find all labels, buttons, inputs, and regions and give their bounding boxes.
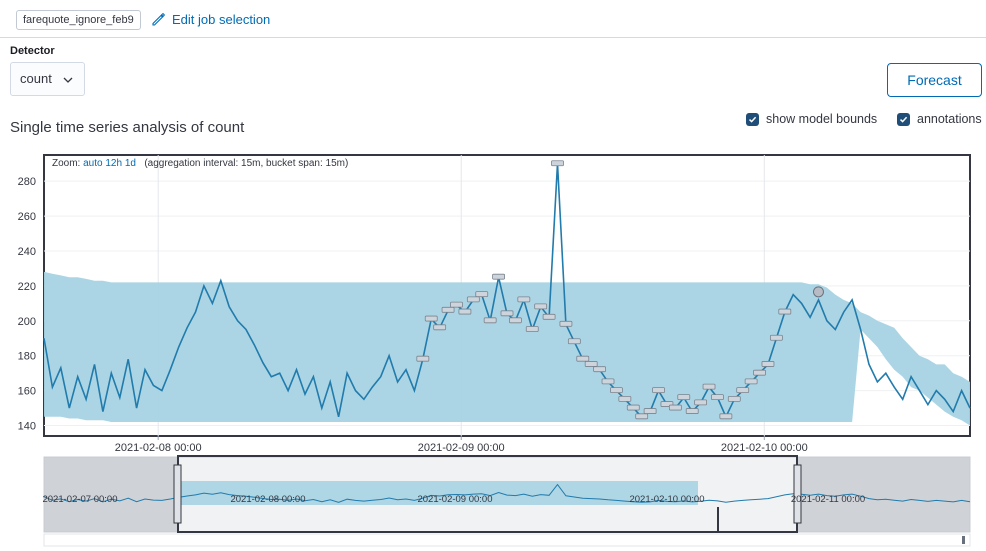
- annotation-marker[interactable]: [744, 378, 758, 385]
- zoom-option-1d[interactable]: 1d: [124, 158, 136, 169]
- anomaly-marker[interactable]: [812, 286, 824, 298]
- annotation-marker[interactable]: [635, 413, 649, 420]
- annotation-marker[interactable]: [761, 361, 775, 367]
- annotation-marker[interactable]: [483, 317, 497, 324]
- annotation-marker[interactable]: [433, 324, 447, 331]
- y-tick-label: 180: [18, 351, 36, 363]
- edit-job-selection-link[interactable]: Edit job selection: [150, 11, 270, 27]
- context-series-line: [43, 483, 971, 503]
- annotation-marker[interactable]: [610, 387, 623, 394]
- annotation-marker[interactable]: [475, 291, 489, 298]
- annotation-marker[interactable]: [727, 395, 741, 402]
- show-model-bounds-label: show model bounds: [766, 112, 878, 126]
- context-tick-label: 2021-02-11 00:00: [791, 494, 865, 505]
- annotation-marker[interactable]: [542, 313, 556, 320]
- annotation-marker[interactable]: [567, 338, 581, 345]
- pencil-icon: [152, 13, 165, 26]
- annotation-marker[interactable]: [584, 361, 598, 367]
- annotations-checkbox[interactable]: annotations: [897, 112, 982, 126]
- annotation-marker[interactable]: [517, 296, 531, 303]
- annotation-marker[interactable]: [576, 355, 590, 362]
- model-bounds-area: [44, 271, 970, 426]
- zoom-label: Zoom:: [52, 158, 81, 169]
- annotation-marker[interactable]: [778, 308, 792, 315]
- annotation-marker[interactable]: [593, 366, 606, 373]
- job-id-badge: farequote_ignore_feb9: [16, 10, 141, 30]
- annotation-marker[interactable]: [441, 306, 455, 313]
- annotation-marker[interactable]: [534, 303, 548, 310]
- detector-value: count: [20, 71, 52, 86]
- annotation-marker[interactable]: [626, 404, 640, 411]
- annotation-marker[interactable]: [509, 317, 522, 324]
- annotation-marker[interactable]: [685, 408, 699, 414]
- annotation-marker[interactable]: [601, 378, 615, 385]
- forecast-button[interactable]: Forecast: [887, 63, 982, 97]
- annotation-marker[interactable]: [416, 355, 430, 362]
- context-tick-label: 2021-02-10 00:00: [629, 494, 704, 505]
- y-tick-label: 200: [18, 316, 36, 328]
- checkbox-checked-icon: [746, 112, 759, 126]
- single-metric-chart[interactable]: 140 160 180 200 220 240 260 280 2021-02-08 00:00…: [0, 150, 986, 551]
- context-tick-label: 2021-02-09 00:00: [417, 494, 492, 505]
- show-model-bounds-checkbox[interactable]: show model bounds: [746, 112, 877, 126]
- context-bounds-band: [178, 481, 698, 505]
- zoom-option-auto[interactable]: auto: [83, 158, 103, 169]
- annotation-marker[interactable]: [424, 315, 438, 322]
- annotation-marker[interactable]: [711, 394, 724, 401]
- detector-label: Detector: [10, 45, 55, 57]
- annotation-marker[interactable]: [466, 296, 480, 303]
- y-tick-label: 240: [18, 246, 36, 258]
- aggregation-info: (aggregation interval: 15m, bucket span:…: [144, 158, 349, 169]
- x-tick-label: 2021-02-09 00:00: [418, 442, 505, 454]
- context-tick-label: 2021-02-08 00:00: [230, 494, 305, 505]
- annotation-marker[interactable]: [500, 310, 514, 317]
- annotation-marker[interactable]: [677, 394, 691, 401]
- y-tick-label: 140: [18, 421, 36, 433]
- zoom-option-12h[interactable]: 12h: [105, 158, 123, 169]
- annotation-marker[interactable]: [643, 408, 657, 414]
- y-tick-label: 220: [18, 281, 36, 293]
- annotation-marker[interactable]: [769, 334, 783, 341]
- annotation-marker[interactable]: [551, 160, 564, 167]
- annotation-marker[interactable]: [668, 404, 682, 411]
- brush-handle-left[interactable]: [173, 464, 182, 524]
- detector-select[interactable]: count: [10, 62, 85, 96]
- context-tick-label: 2021-02-07 00:00: [42, 494, 117, 505]
- annotations-label: annotations: [917, 112, 982, 126]
- annotation-marker[interactable]: [458, 308, 472, 315]
- annotation-marker[interactable]: [525, 326, 539, 332]
- annotation-marker[interactable]: [702, 383, 716, 390]
- brush-handle-right[interactable]: [793, 464, 802, 524]
- x-tick-label: 2021-02-08 00:00: [115, 442, 202, 454]
- annotation-marker[interactable]: [753, 369, 766, 376]
- chart-title: Single time series analysis of count: [10, 119, 245, 136]
- checkbox-checked-icon: [897, 112, 910, 126]
- zoom-controls: Zoom: auto 12h 1d (aggregation interval:…: [52, 158, 348, 169]
- y-tick-label: 160: [18, 386, 36, 398]
- scrollbar-handle[interactable]: [962, 536, 965, 544]
- context-scrollbar[interactable]: [43, 533, 971, 547]
- annotation-marker[interactable]: [450, 301, 463, 308]
- annotation-marker[interactable]: [719, 413, 733, 420]
- context-unselected-right: [797, 457, 970, 532]
- annotation-marker[interactable]: [736, 387, 750, 394]
- y-tick-label: 260: [18, 211, 36, 223]
- y-tick-label: 280: [18, 176, 36, 188]
- x-tick-label: 2021-02-10 00:00: [721, 442, 808, 454]
- job-selection-bar: farequote_ignore_feb9 Edit job selection: [0, 0, 986, 38]
- context-unselected-left: [44, 457, 178, 532]
- annotation-marker[interactable]: [559, 320, 573, 327]
- annotation-marker[interactable]: [618, 395, 632, 402]
- annotation-marker[interactable]: [492, 273, 505, 280]
- annotation-marker[interactable]: [652, 387, 665, 394]
- edit-job-label: Edit job selection: [172, 11, 271, 27]
- chevron-down-icon: [63, 77, 73, 83]
- annotation-marker[interactable]: [694, 399, 708, 406]
